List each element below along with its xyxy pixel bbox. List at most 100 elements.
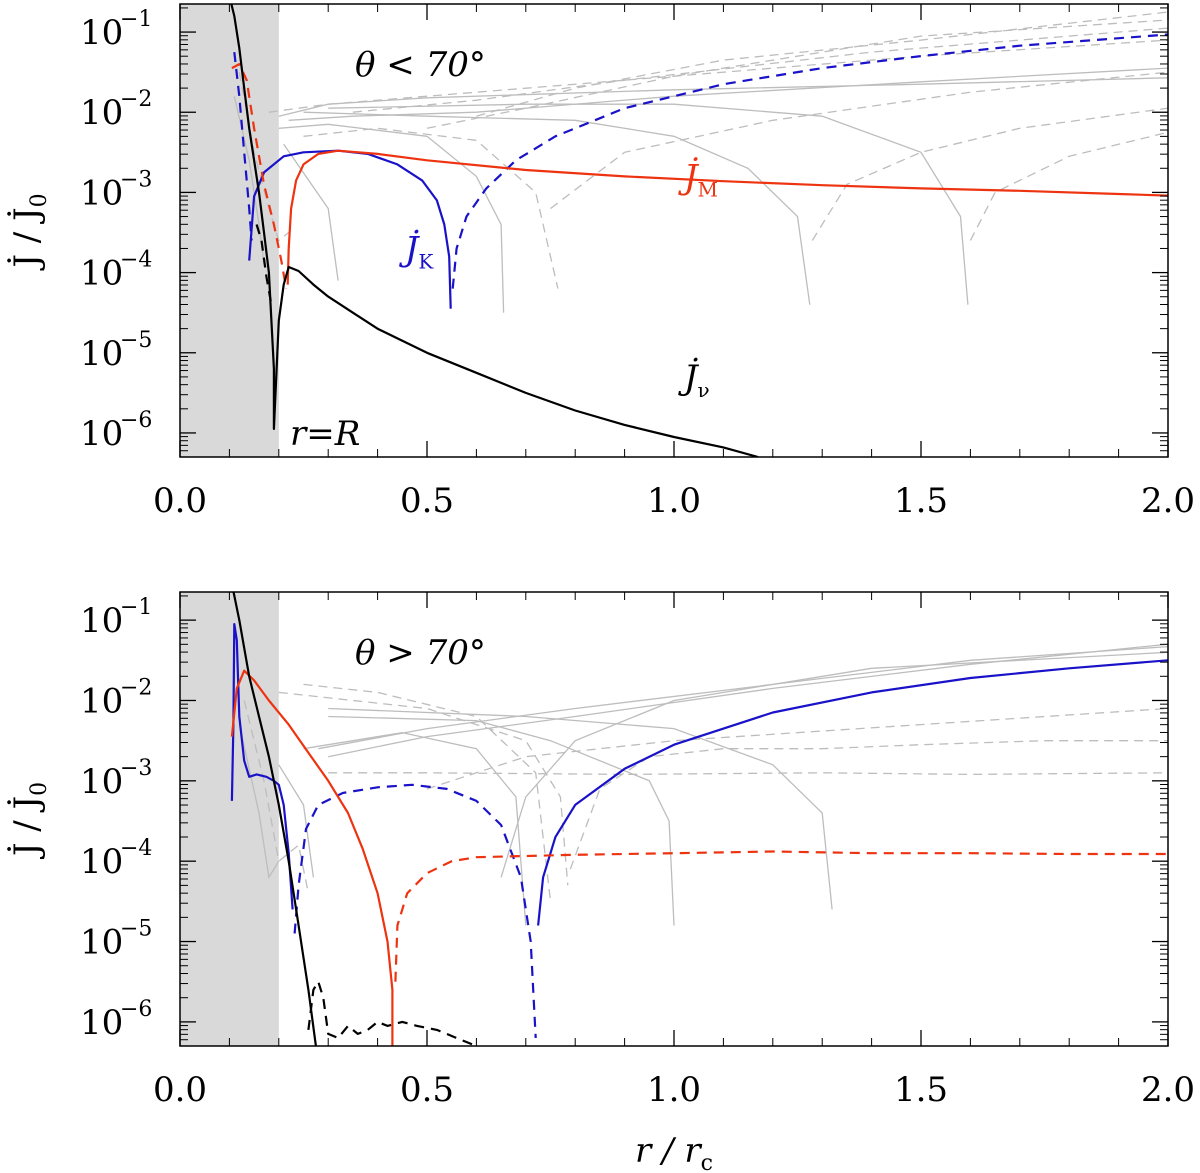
y-axis-label-sub: 0: [27, 782, 52, 796]
plot-frame: [179, 3, 1169, 458]
background-curve-0: [278, 77, 1168, 117]
x-tick-label: 2.0: [1141, 1070, 1195, 1110]
background-curve-10: [969, 131, 1168, 241]
y-tick-label-exponent: −3: [120, 756, 152, 781]
plot-area: [230, 4, 1168, 457]
background-curve-13: [476, 11, 1168, 117]
condition-label: θ > 70°: [355, 633, 486, 673]
series-j-nu: [232, 592, 317, 1046]
y-axis-label-main: J̇ / J̇: [7, 796, 47, 859]
background-curve-5: [283, 143, 339, 281]
x-axis-label: r / rc: [635, 1131, 713, 1173]
background-curve-3: [303, 111, 811, 305]
y-tick-label-exponent: −3: [120, 167, 152, 192]
series-label-sub: ν: [698, 378, 710, 402]
background-curve-12: [426, 19, 1168, 129]
series-j-m: [230, 669, 394, 1046]
series-label-M: J̇M: [678, 157, 718, 201]
y-tick-label-base: 10: [80, 1003, 123, 1043]
background-curve-11: [238, 724, 280, 880]
y-tick-label-exponent: −2: [120, 87, 152, 112]
background-curve-11: [352, 27, 1168, 113]
series-j-m-negative: [394, 850, 1168, 982]
x-tick-label: 0.0: [153, 1070, 207, 1110]
series-j-k-outer: [537, 659, 1168, 926]
series-label-main: J̇: [399, 229, 421, 269]
series-j-k-negative: [293, 783, 537, 1039]
x-tick-label: 1.0: [647, 1070, 701, 1110]
y-tick-label-base: 10: [80, 334, 123, 374]
background-curve-4: [500, 651, 1168, 878]
y-axis-label: J̇ / J̇0: [7, 782, 52, 859]
background-curve-8: [303, 683, 552, 902]
background-curve-3: [328, 707, 833, 910]
y-tick-label-base: 10: [80, 173, 123, 213]
bottom-panel: 0.0 0.5 1.0 1.5 2.010−610−510−410−310−210−1J…: [7, 591, 1195, 1173]
series-j-k-negative-outer: [451, 33, 1168, 289]
series-j-nu: [230, 4, 759, 457]
y-tick-label-base: 10: [80, 842, 123, 882]
background-curve-7: [569, 740, 1168, 870]
background-curve-5: [303, 731, 527, 926]
y-tick-label-base: 10: [80, 923, 123, 963]
y-tick-label-exponent: −5: [120, 328, 152, 353]
y-tick-label-exponent: −1: [120, 595, 152, 620]
x-tick-label: 0.5: [400, 481, 454, 521]
series-j-k: [248, 149, 452, 309]
y-axis-label-sub: 0: [27, 193, 52, 207]
x-tick-label: 0.0: [153, 481, 207, 521]
background-curve-1: [318, 645, 1168, 750]
shaded-interior-region: [180, 592, 279, 1046]
y-axis-label-main: J̇ / J̇: [7, 207, 47, 270]
y-tick-label-exponent: −4: [120, 248, 152, 273]
y-tick-label-exponent: −5: [120, 917, 152, 942]
background-curve-10: [328, 772, 1168, 776]
background-curve-6: [268, 39, 1168, 113]
series-j-m-negative: [231, 62, 288, 289]
background-curve-2: [328, 715, 675, 926]
top-panel: 0.0 0.5 1.0 1.5 2.010−610−510−410−310−210−1J…: [7, 3, 1195, 521]
y-tick-label-base: 10: [80, 601, 123, 641]
y-tick-label-exponent: −4: [120, 836, 152, 861]
background-curve-8: [550, 71, 1168, 210]
background-curve-4: [328, 103, 969, 305]
series-j-m: [286, 149, 1168, 285]
series-label-sub: M: [698, 177, 718, 201]
x-axis-label-main: r / r: [635, 1131, 702, 1171]
x-axis-label-sub: c: [701, 1151, 713, 1173]
condition-label: θ < 70°: [355, 45, 486, 85]
series-label-main: J̇: [678, 358, 700, 398]
y-axis-label: J̇ / J̇0: [7, 193, 52, 270]
background-curve-7: [303, 127, 559, 289]
y-tick-label-base: 10: [80, 93, 123, 133]
series-label-K: J̇K: [399, 229, 435, 273]
y-tick-label-base: 10: [80, 414, 123, 454]
background-curve-13: [278, 764, 315, 878]
y-tick-label-base: 10: [80, 254, 123, 294]
shaded-interior-region: [180, 4, 279, 457]
series-j-nu-negative: [255, 224, 273, 305]
series-label-sub: K: [418, 250, 434, 274]
x-tick-label: 0.5: [400, 1070, 454, 1110]
y-tick-label-base: 10: [80, 762, 123, 802]
y-tick-label-exponent: −1: [120, 7, 152, 32]
x-tick-label: 1.5: [894, 481, 948, 521]
y-tick-label-exponent: −6: [120, 997, 152, 1022]
plot-area: [230, 592, 1168, 1046]
x-tick-label: 2.0: [1141, 481, 1195, 521]
y-tick-label-exponent: −2: [120, 675, 152, 700]
x-tick-label: 1.0: [647, 481, 701, 521]
series-j-nu-negative: [307, 980, 477, 1046]
boundary-label: r=R: [290, 414, 360, 454]
y-tick-label-exponent: −6: [120, 408, 152, 433]
series-j-k: [230, 623, 294, 910]
y-tick-label-base: 10: [80, 13, 123, 53]
background-curve-9: [811, 107, 1168, 241]
series-label-ν: J̇ν: [678, 358, 710, 402]
background-curve-2: [278, 123, 505, 313]
series-label-main: J̇: [678, 157, 700, 197]
y-tick-label-base: 10: [80, 681, 123, 721]
x-tick-label: 1.5: [894, 1070, 948, 1110]
background-curve-6: [278, 691, 569, 886]
